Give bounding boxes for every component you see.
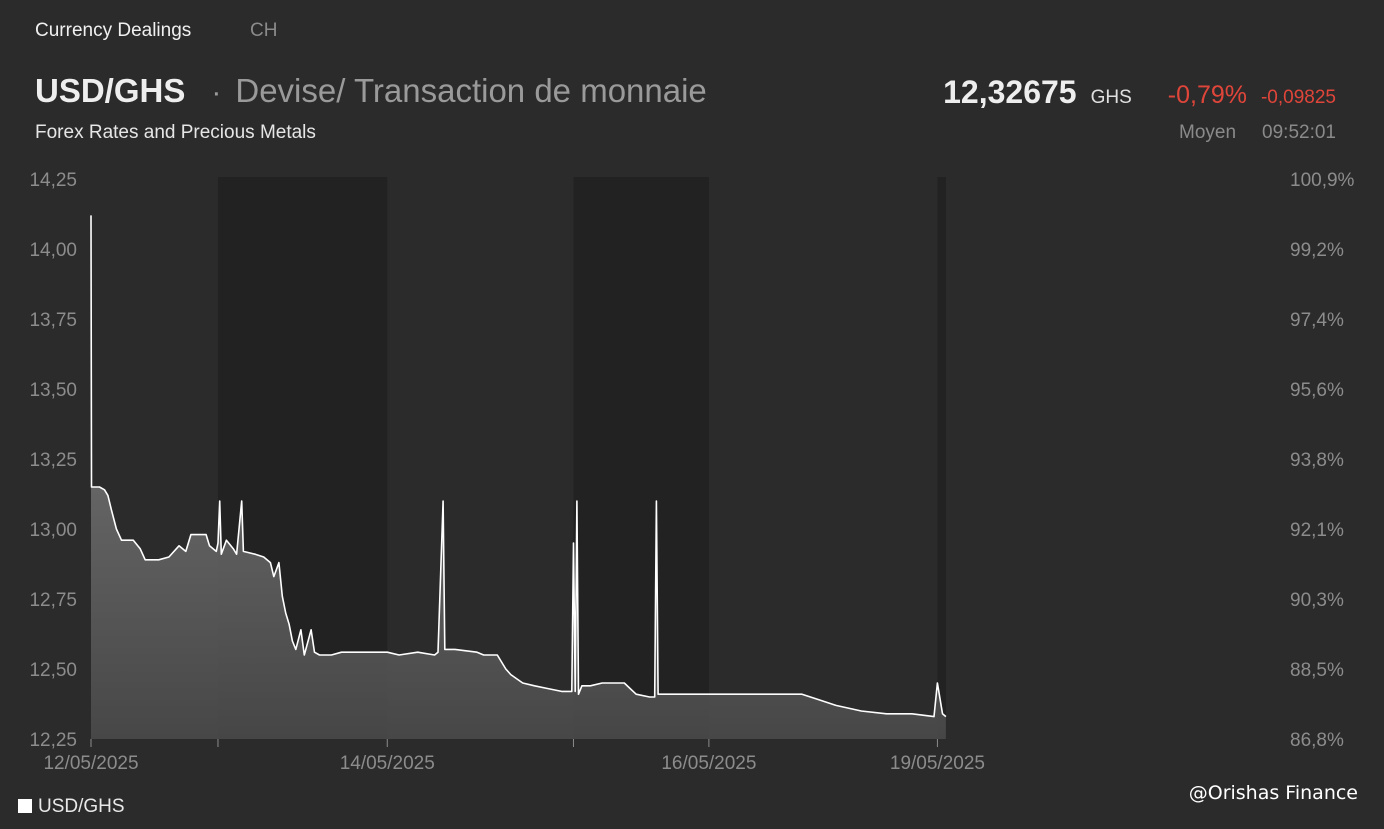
y2-tick-label: 86,8% xyxy=(1290,730,1344,751)
y2-tick-label: 97,4% xyxy=(1290,310,1344,331)
shaded-period-1 xyxy=(573,177,709,739)
series-area xyxy=(91,215,946,739)
chart-legend[interactable]: USD/GHS xyxy=(18,796,125,818)
quote-meta: Moyen 09:52:01 xyxy=(1179,122,1336,144)
y-tick-label: 14,00 xyxy=(29,240,77,261)
y-tick-label: 14,25 xyxy=(29,170,77,191)
change-absolute: -0,09825 xyxy=(1260,87,1336,108)
pair-symbol: USD/GHS xyxy=(35,72,186,109)
instrument-description: Devise/ Transaction de monnaie xyxy=(235,72,707,109)
price-type: Moyen xyxy=(1179,122,1237,143)
price-currency: GHS xyxy=(1090,87,1132,108)
price-chart[interactable]: 14,25 14,00 13,75 13,50 13,25 13,00 12,75 12,50… xyxy=(0,160,1384,780)
legend-label: USD/GHS xyxy=(38,796,125,817)
quote-time: 09:52:01 xyxy=(1262,122,1336,143)
y2-tick-label: 99,2% xyxy=(1290,240,1344,261)
tab-currency-dealings[interactable]: Currency Dealings xyxy=(35,20,192,41)
y-tick-label: 12,75 xyxy=(29,590,77,611)
y-tick-label: 12,50 xyxy=(29,660,77,681)
y2-tick-label: 90,3% xyxy=(1290,590,1344,611)
quote-block: 12,32675 GHS -0,79% -0,09825 xyxy=(943,74,1336,111)
y2-tick-label: 88,5% xyxy=(1290,660,1344,681)
tab-ch[interactable]: CH xyxy=(250,20,278,41)
instrument-subtitle: Forex Rates and Precious Metals xyxy=(35,122,316,143)
change-percent: -0,79% xyxy=(1167,81,1247,109)
title-separator: · xyxy=(211,76,222,109)
y2-tick-label: 95,6% xyxy=(1290,380,1344,401)
shaded-period-2 xyxy=(937,177,946,739)
instrument-title: USD/GHS · Devise/ Transaction de monnaie xyxy=(35,72,707,110)
x-tick-label: 16/05/2025 xyxy=(661,753,756,774)
last-price: 12,32675 xyxy=(943,74,1077,110)
y-tick-label: 13,75 xyxy=(29,310,77,331)
y-tick-label: 13,00 xyxy=(29,520,77,541)
y2-tick-label: 100,9% xyxy=(1290,170,1355,191)
x-tick-label: 19/05/2025 xyxy=(890,753,985,774)
watermark: @Orishas Finance xyxy=(1188,782,1358,804)
y2-tick-label: 93,8% xyxy=(1290,450,1344,471)
series-line xyxy=(90,215,947,718)
x-tick-label: 12/05/2025 xyxy=(43,753,138,774)
y-tick-label: 13,50 xyxy=(29,380,77,401)
x-tick-label: 14/05/2025 xyxy=(340,753,435,774)
y-tick-label: 12,25 xyxy=(29,730,77,751)
y-tick-label: 13,25 xyxy=(29,450,77,471)
legend-swatch xyxy=(18,799,32,813)
y2-tick-label: 92,1% xyxy=(1290,520,1344,541)
